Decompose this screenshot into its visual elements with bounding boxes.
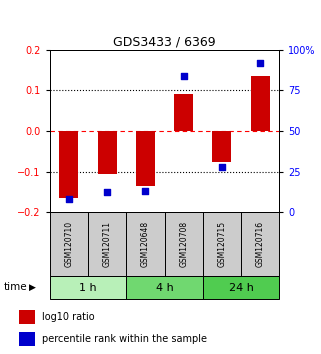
Bar	[19, 310, 35, 324]
Bar	[174, 94, 193, 131]
Bar	[59, 131, 78, 198]
Text: GSM120710: GSM120710	[65, 221, 74, 267]
Point	[181, 73, 186, 79]
Text: 24 h: 24 h	[229, 282, 254, 293]
Bar	[19, 332, 35, 346]
Point	[219, 164, 224, 170]
Point	[257, 60, 263, 65]
Text: percentile rank within the sample: percentile rank within the sample	[42, 334, 207, 344]
Text: GSM120708: GSM120708	[179, 221, 188, 267]
Bar	[50, 212, 88, 276]
Bar	[126, 212, 164, 276]
Bar	[203, 276, 279, 299]
Text: GSM120711: GSM120711	[103, 221, 112, 267]
Text: log10 ratio: log10 ratio	[42, 312, 95, 322]
Bar	[88, 212, 126, 276]
Text: GSM120715: GSM120715	[217, 221, 226, 267]
Bar	[136, 131, 155, 186]
Text: ▶: ▶	[29, 283, 36, 292]
Text: GSM120716: GSM120716	[256, 221, 265, 267]
Text: 4 h: 4 h	[156, 282, 173, 293]
Text: GSM120648: GSM120648	[141, 221, 150, 267]
Bar	[241, 212, 279, 276]
Bar	[251, 76, 270, 131]
Text: time: time	[3, 282, 27, 292]
Bar	[98, 131, 117, 174]
Bar	[50, 276, 126, 299]
Bar	[126, 276, 203, 299]
Point	[105, 189, 110, 195]
Text: 1 h: 1 h	[79, 282, 97, 293]
Bar	[164, 212, 203, 276]
Point	[66, 196, 72, 201]
Bar	[203, 212, 241, 276]
Bar	[212, 131, 231, 161]
Title: GDS3433 / 6369: GDS3433 / 6369	[113, 35, 216, 48]
Point	[143, 188, 148, 194]
